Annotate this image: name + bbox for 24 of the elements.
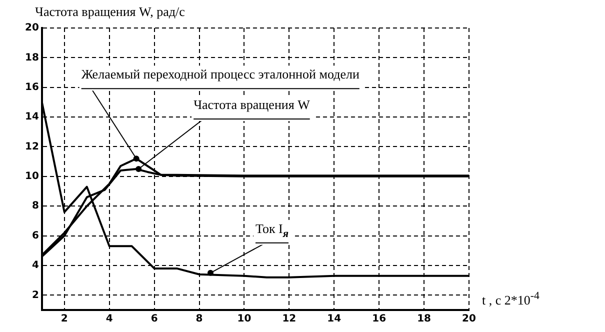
y-tick-label: 8 bbox=[32, 200, 39, 212]
y-axis-title: Частота вращения W, рад/с bbox=[35, 4, 185, 20]
y-tick-label: 14 bbox=[24, 112, 39, 123]
x-tick-label: 8 bbox=[196, 314, 203, 325]
y-tick-label: 10 bbox=[24, 171, 39, 182]
x-tick-label: 20 bbox=[462, 314, 476, 325]
annotation: Желаемый переходной процесс эталонной модели bbox=[81, 66, 360, 82]
x-tick-label: 2 bbox=[60, 314, 68, 325]
x-tick-label: 18 bbox=[417, 314, 432, 325]
y-tick-label: 4 bbox=[32, 260, 39, 272]
y-tick-label: 2 bbox=[32, 290, 39, 301]
y-tick-label: 18 bbox=[24, 52, 39, 64]
y-tick-label: 12 bbox=[24, 141, 39, 152]
x-tick-label: 12 bbox=[282, 314, 296, 325]
y-tick-label: 16 bbox=[24, 82, 39, 93]
x-tick-label: 16 bbox=[372, 314, 386, 325]
x-tick-label: 10 bbox=[237, 314, 252, 325]
annotation: Частота вращения W bbox=[194, 97, 311, 112]
y-tick-label: 6 bbox=[32, 230, 39, 242]
x-tick-label: 4 bbox=[106, 314, 113, 325]
x-axis-title: t , с 2*10$^{-4}$ bbox=[482, 290, 540, 308]
x-tick-label: 6 bbox=[150, 314, 158, 325]
y-tick-label: 20 bbox=[24, 22, 39, 34]
x-tick-label: 14 bbox=[327, 314, 342, 325]
